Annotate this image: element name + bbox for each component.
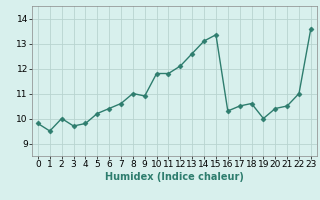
X-axis label: Humidex (Indice chaleur): Humidex (Indice chaleur) bbox=[105, 172, 244, 182]
